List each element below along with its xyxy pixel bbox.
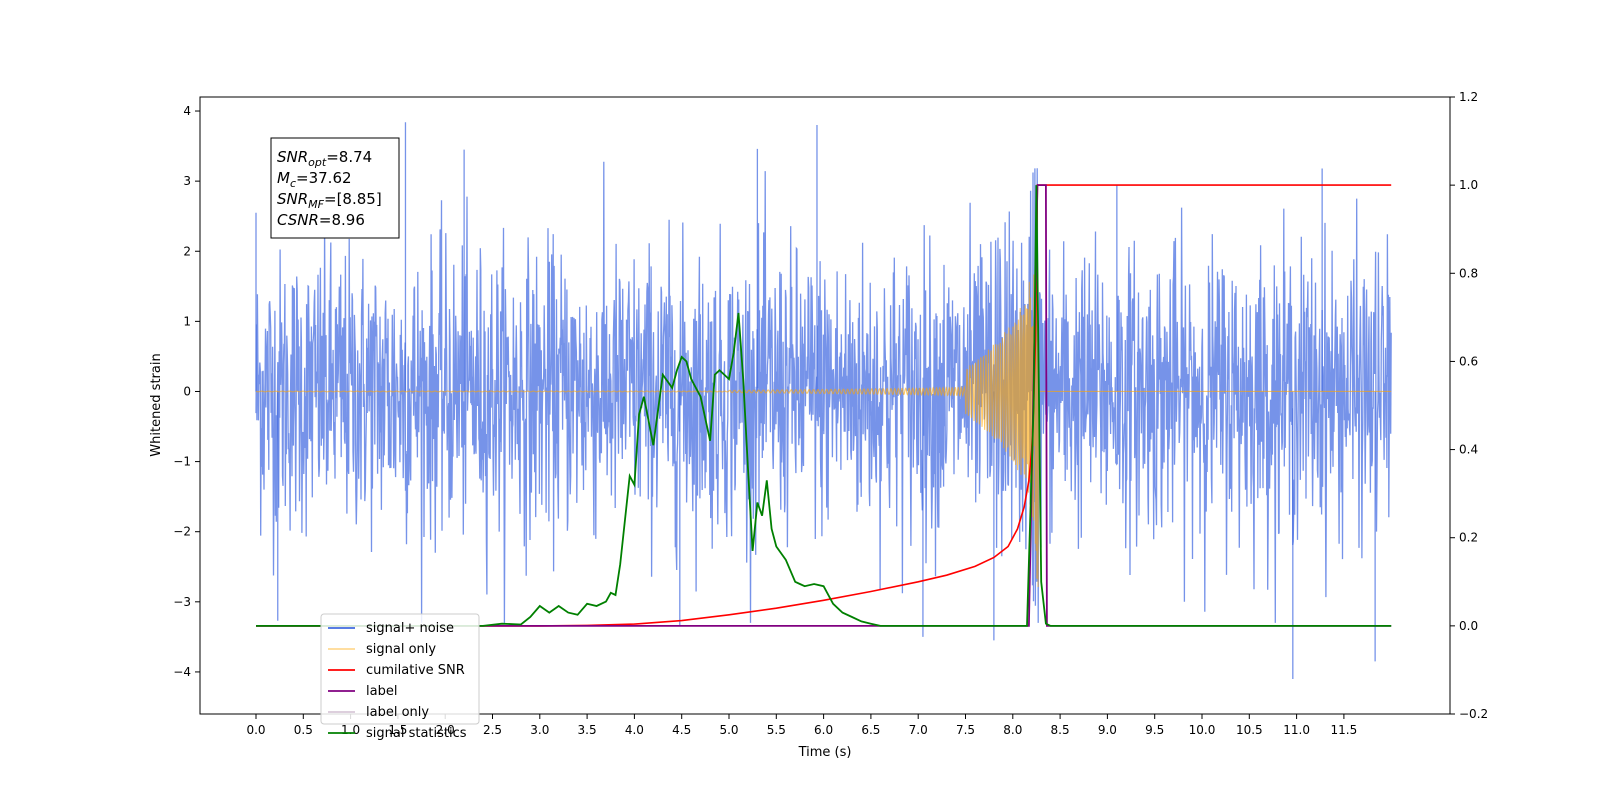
- y-axis-right: −0.2 0.0 0.2 0.4 0.6 0.8 1.0 1.2: [1450, 90, 1488, 721]
- y-tick-label: −2: [173, 525, 191, 539]
- x-tick-label: 1.0: [341, 723, 360, 737]
- x-tick-label: 1.5: [388, 723, 407, 737]
- x-tick-label: 6.5: [861, 723, 880, 737]
- legend-item: cumilative SNR: [366, 663, 465, 678]
- y-tick-label: 1: [183, 314, 191, 328]
- y2-tick-label: −0.2: [1459, 707, 1488, 721]
- x-tick-label: 2.5: [483, 723, 502, 737]
- plot-area: [255, 122, 1392, 679]
- y-tick-label: −4: [173, 665, 191, 679]
- y-tick-label: −1: [173, 455, 191, 469]
- x-tick-label: 5.0: [719, 723, 738, 737]
- x-axis-label: Time (s): [798, 745, 852, 760]
- legend-item: signal+ noise: [366, 621, 454, 636]
- legend-item: signal statistics: [366, 726, 467, 741]
- y2-tick-label: 0.0: [1459, 619, 1478, 633]
- y-axis-label: Whitened strain: [149, 353, 164, 456]
- plot-frame: [199, 96, 1451, 715]
- legend: signal+ noise signal only cumilative SNR la…: [320, 613, 480, 741]
- y-tick-label: 3: [183, 174, 191, 188]
- y2-tick-label: 0.6: [1459, 354, 1478, 368]
- x-tick-label: 4.0: [625, 723, 644, 737]
- y2-tick-label: 1.2: [1459, 90, 1478, 104]
- x-tick-label: 7.0: [909, 723, 928, 737]
- y-tick-label: 4: [183, 104, 191, 118]
- y-axis-left: −4 −3 −2 −1 0 1 2 3 4: [173, 104, 200, 679]
- series-signal-statistics: [256, 185, 1392, 627]
- x-tick-label: 4.5: [672, 723, 691, 737]
- y2-tick-label: 0.4: [1459, 443, 1478, 457]
- x-axis: 0.0 0.5 1.0 1.5 2.0 2.5 3.0 3.5 4.0 4.5 5.0 5.5 6.0 6…: [246, 714, 1357, 737]
- x-tick-label: 9.0: [1098, 723, 1117, 737]
- legend-item: label only: [366, 705, 429, 720]
- x-tick-label: 11.5: [1331, 723, 1358, 737]
- x-tick-label: 6.0: [814, 723, 833, 737]
- y2-tick-label: 1.0: [1459, 178, 1478, 192]
- annotation-line: CSNR=8.96: [277, 211, 365, 229]
- legend-item: signal only: [366, 642, 436, 657]
- x-tick-label: 8.5: [1051, 723, 1070, 737]
- x-tick-label: 3.0: [530, 723, 549, 737]
- legend-item: label: [366, 684, 397, 699]
- x-tick-label: 7.5: [956, 723, 975, 737]
- x-tick-label: 2.0: [436, 723, 455, 737]
- y-tick-label: −3: [173, 595, 191, 609]
- y-tick-label: 0: [183, 384, 191, 398]
- x-tick-label: 0.0: [246, 723, 265, 737]
- y-tick-label: 2: [183, 244, 191, 258]
- signal-noise-line: [255, 161, 1392, 623]
- x-tick-label: 3.5: [578, 723, 597, 737]
- signal-statistics-line: [256, 185, 1392, 627]
- x-tick-label: 10.5: [1236, 723, 1263, 737]
- x-tick-label: 11.0: [1283, 723, 1310, 737]
- annotation-line: SNRMF=[8.85]: [277, 190, 382, 211]
- signal-only-line: [255, 221, 1392, 588]
- annotation-line: Mc=37.62: [277, 169, 352, 190]
- y2-tick-label: 0.2: [1459, 531, 1478, 545]
- series-signal-only: [255, 221, 1392, 588]
- x-tick-label: 10.0: [1189, 723, 1216, 737]
- y2-tick-label: 0.8: [1459, 266, 1478, 280]
- series-signal-noise: [255, 122, 1392, 679]
- x-tick-label: 0.5: [294, 723, 313, 737]
- x-tick-label: 5.5: [767, 723, 786, 737]
- x-tick-label: 9.5: [1145, 723, 1164, 737]
- annotation-line: SNRopt=8.74: [277, 148, 372, 169]
- x-tick-label: 8.0: [1003, 723, 1022, 737]
